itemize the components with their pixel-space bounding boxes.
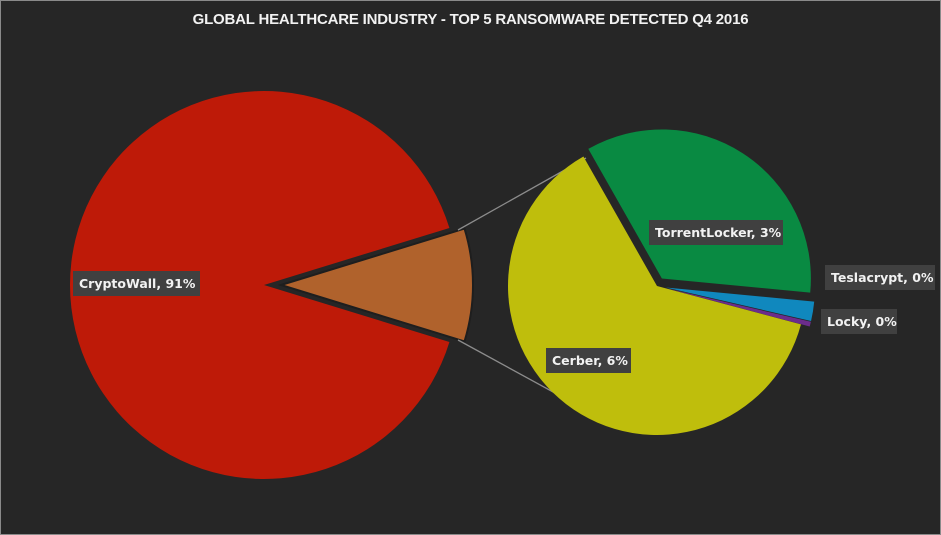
slice-locky bbox=[665, 288, 811, 327]
label-teslacrypt: Teslacrypt, 0% bbox=[831, 270, 934, 285]
label-torrentlocker-box bbox=[649, 220, 783, 245]
label-locky-box bbox=[821, 309, 897, 334]
chart-title: GLOBAL HEALTHCARE INDUSTRY - TOP 5 RANSO… bbox=[192, 11, 749, 28]
slice-other bbox=[277, 227, 474, 343]
label-teslacrypt-box bbox=[825, 265, 935, 290]
label-cerber-box bbox=[546, 348, 631, 373]
label-torrentlocker: TorrentLocker, 3% bbox=[655, 225, 782, 240]
slice-teslacrypt bbox=[665, 287, 815, 322]
label-cryptowall-box bbox=[73, 271, 200, 296]
slice-cryptowall bbox=[69, 90, 450, 480]
slice-torrentlocker bbox=[588, 129, 811, 293]
label-locky: Locky, 0% bbox=[827, 314, 897, 329]
label-cerber: Cerber, 6% bbox=[552, 353, 628, 368]
label-cryptowall: CryptoWall, 91% bbox=[79, 276, 196, 291]
